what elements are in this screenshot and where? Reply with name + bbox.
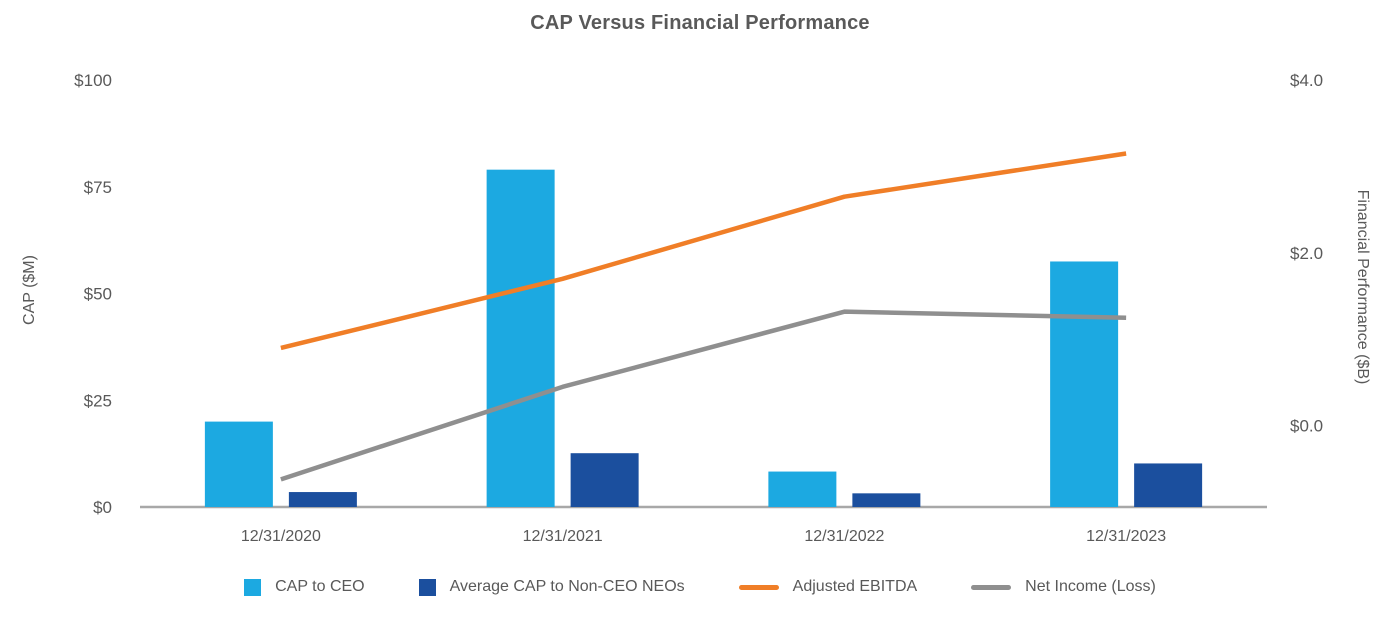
left-axis-tick-label: $25: [84, 391, 112, 410]
x-axis-label: 12/31/2021: [523, 528, 603, 545]
chart-title: CAP Versus Financial Performance: [530, 12, 870, 34]
bar-average-cap-to-non-ceo-neos: [288, 492, 357, 507]
legend-label-adjusted-ebitda: Adjusted EBITDA: [792, 578, 918, 595]
right-axis-tick-label: $2.0: [1290, 244, 1323, 263]
line-net-income-loss: [280, 309, 1127, 482]
x-axis-label: 12/31/2022: [804, 528, 884, 545]
bar-cap-to-ceo: [204, 421, 273, 507]
legend-label-net-income-loss: Net Income (Loss): [1025, 578, 1156, 595]
bar-cap-to-ceo: [486, 169, 555, 508]
bar-average-cap-to-non-ceo-neos: [1134, 463, 1203, 507]
legend-item-cap-to-ceo: CAP to CEO: [244, 578, 365, 596]
bar-average-cap-to-non-ceo-neos: [570, 453, 639, 507]
legend-line-swatch-adjusted-ebitda: [738, 584, 779, 590]
line-adjusted-ebitda: [280, 151, 1127, 351]
legend-square-swatch-average-cap-to-non-ceo-neos: [418, 578, 436, 596]
legend: CAP to CEO Average CAP to Non-CEO NEOs Adj…: [0, 578, 1400, 596]
right-axis-tick-label: $4.0: [1290, 71, 1323, 90]
left-axis-tick-label: $0: [93, 498, 112, 517]
legend-label-average-cap-to-non-ceo-neos: Average CAP to Non-CEO NEOs: [449, 578, 685, 595]
bar-average-cap-to-non-ceo-neos: [852, 493, 921, 507]
legend-label-cap-to-ceo: CAP to CEO: [275, 578, 365, 595]
right-axis-tick-label: $0.0: [1290, 417, 1323, 436]
legend-item-adjusted-ebitda: Adjusted EBITDA: [738, 578, 918, 596]
legend-item-net-income-loss: Net Income (Loss): [971, 578, 1156, 596]
left-axis-tick-label: $50: [84, 285, 112, 304]
legend-item-average-cap-to-non-ceo-neos: Average CAP to Non-CEO NEOs: [418, 578, 685, 596]
x-axis-label: 12/31/2023: [1086, 528, 1166, 545]
legend-square-swatch-cap-to-ceo: [244, 578, 262, 596]
left-axis-tick-label: $100: [74, 71, 112, 90]
bar-cap-to-ceo: [768, 471, 837, 507]
left-axis-tick-label: $75: [84, 178, 112, 197]
x-axis-label: 12/31/2020: [241, 528, 321, 545]
legend-line-swatch-net-income-loss: [971, 584, 1012, 590]
bar-cap-to-ceo: [1050, 261, 1119, 507]
